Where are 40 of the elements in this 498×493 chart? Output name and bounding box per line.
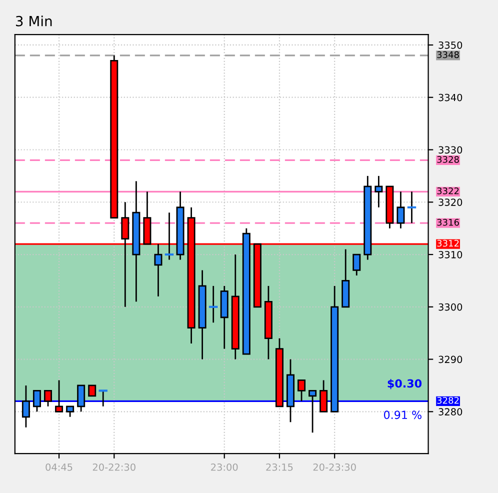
x-tick-label: 04:45: [46, 463, 72, 471]
y-tick-label: 3350: [438, 41, 462, 49]
candlestick: [66, 406, 74, 418]
ref-line-label: 3328: [437, 156, 459, 163]
annotation: $0.30: [388, 379, 422, 390]
x-tick-label: 20-23:30: [313, 463, 356, 471]
candlestick: [22, 384, 30, 428]
y-tick-label: 3320: [438, 198, 462, 206]
candlestick: [77, 384, 86, 412]
candlestick: [55, 380, 64, 412]
candlestick: [44, 390, 52, 408]
candlestick: [298, 380, 306, 402]
x-tick-label: 23:15: [266, 463, 293, 471]
candlestick: [208, 285, 218, 324]
ref-line-label: 3312: [437, 240, 459, 247]
x-tick-label: 23:00: [211, 463, 238, 471]
ref-line-label: 3322: [437, 187, 459, 194]
y-tick-label: 3340: [438, 94, 462, 102]
candlestick: [88, 384, 96, 397]
candlestick: [308, 390, 317, 434]
candlestick: [352, 254, 361, 276]
x-tick-label: 20-22:30: [92, 463, 136, 471]
candlestick: [320, 380, 328, 412]
ref-line-label: 3348: [437, 51, 459, 58]
ref-line-label: 3316: [437, 218, 459, 226]
candlestick: [396, 190, 405, 230]
y-tick-label: 3310: [438, 250, 462, 258]
y-tick-label: 3290: [438, 356, 462, 364]
y-tick-label: 3300: [438, 303, 462, 311]
chart-title: 3 Min: [16, 16, 52, 26]
y-tick-label: 3280: [438, 408, 462, 416]
candlestick: [32, 390, 41, 412]
annotation: 0.91 %: [384, 410, 422, 420]
candlestick: [154, 243, 162, 298]
candlestick: [407, 190, 416, 224]
ref-line-label: 3282: [437, 396, 459, 404]
candlestick: [374, 175, 383, 208]
y-tick-label: 3330: [438, 146, 462, 154]
candlestick: [98, 390, 108, 408]
candlestick: [164, 212, 174, 260]
